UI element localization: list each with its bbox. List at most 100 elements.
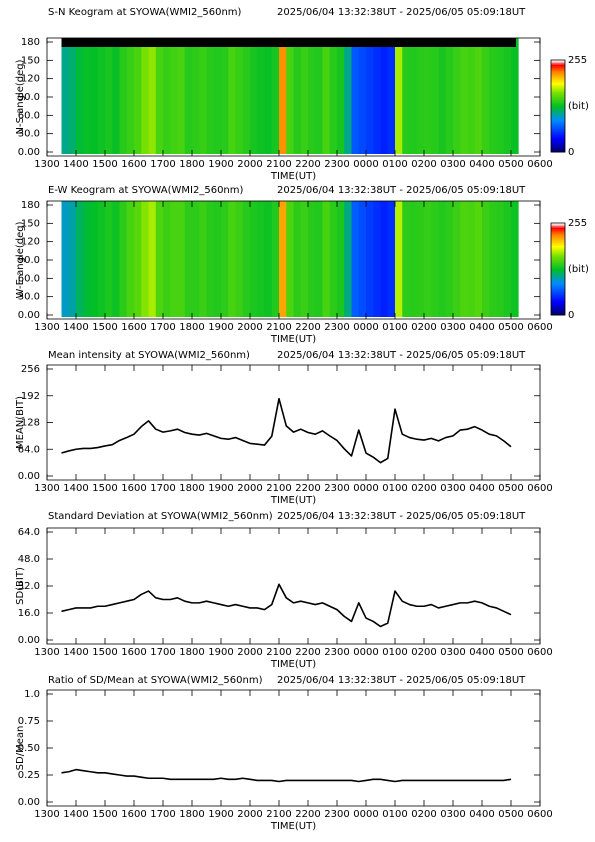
keogram-column (141, 201, 149, 317)
keogram-column (76, 201, 84, 317)
colorbar-swatch (551, 238, 565, 241)
y-axis-label: MEAN(BIT) (15, 396, 26, 449)
keogram-column (257, 38, 265, 154)
x-axis-label: TIME(UT) (270, 334, 316, 345)
colorbar-swatch (551, 148, 565, 151)
x-tick-label: 0000 (353, 809, 378, 820)
colorbar-swatch (551, 298, 565, 301)
colorbar-swatch (551, 264, 565, 267)
colorbar-swatch (551, 122, 565, 125)
keogram-column (228, 201, 236, 317)
data-line (61, 583, 512, 628)
keogram-column (228, 38, 236, 154)
colorbar-swatch (551, 272, 565, 275)
x-tick-label: 2300 (324, 809, 349, 820)
y-tick-label: 0.00 (18, 797, 40, 808)
keogram-column (279, 38, 287, 154)
keogram-column (242, 38, 251, 154)
colorbar-swatch (551, 288, 565, 291)
x-tick-label: 0400 (469, 159, 494, 170)
x-tick-label: 1800 (179, 159, 204, 170)
colorbar-swatch (551, 239, 565, 242)
x-tick-label: 1700 (150, 809, 175, 820)
keogram-column (250, 201, 258, 317)
x-tick-label: 0100 (382, 483, 407, 494)
x-tick-label: 0600 (527, 159, 552, 170)
keogram-column (271, 201, 280, 317)
y-tick-label: 150 (21, 218, 40, 229)
colorbar-swatch (551, 99, 565, 102)
keogram-column (155, 201, 164, 317)
colorbar-swatch (551, 223, 565, 226)
y-axis-label: SD(BIT) (15, 567, 26, 605)
x-tick-label: 1300 (34, 647, 59, 658)
x-tick-label: 0000 (353, 322, 378, 333)
colorbar-swatch (551, 129, 565, 132)
colorbar-frame (550, 59, 566, 153)
panel-time-range: 2025/06/04 13:32:38UT - 2025/06/05 05:09… (277, 185, 526, 196)
x-tick-label: 1900 (208, 159, 233, 170)
colorbar-swatch (551, 145, 565, 148)
colorbar-swatch (551, 121, 565, 124)
colorbar-tick-label: 255 (568, 55, 587, 66)
y-tick-label: 256 (21, 364, 40, 375)
keogram-column (358, 201, 367, 317)
y-tick-label: 30.0 (18, 292, 40, 303)
colorbar-swatch (551, 295, 565, 298)
colorbar-swatch (551, 141, 565, 144)
keogram-column (141, 38, 149, 154)
keogram-column (300, 201, 309, 317)
x-tick-label: 2100 (266, 483, 291, 494)
keogram-column (511, 38, 519, 154)
x-tick-label: 2200 (295, 159, 320, 170)
panel-time-range: 2025/06/04 13:32:38UT - 2025/06/05 05:09… (277, 675, 526, 686)
x-tick-label: 0100 (382, 322, 407, 333)
keogram-column (286, 201, 294, 317)
keogram-column (315, 38, 323, 154)
colorbar-swatch (551, 92, 565, 95)
colorbar-swatch (551, 63, 565, 66)
y-tick-label: 120 (21, 237, 40, 248)
x-tick-label: 0100 (382, 809, 407, 820)
x-axis-label: TIME(UT) (270, 821, 316, 832)
keogram-column (395, 201, 403, 317)
colorbar-swatch (551, 290, 565, 293)
keogram-column (134, 38, 142, 154)
colorbar-swatch (551, 236, 565, 239)
colorbar-swatch (551, 287, 565, 290)
keogram-column (402, 38, 410, 154)
colorbar-swatch (551, 81, 565, 84)
x-tick-label: 1500 (92, 322, 117, 333)
keogram-column (293, 38, 302, 154)
keogram-column (163, 201, 171, 317)
keogram-column (300, 38, 309, 154)
x-tick-label: 1800 (179, 483, 204, 494)
colorbar-swatch (551, 296, 565, 299)
x-tick-label: 0400 (469, 647, 494, 658)
colorbar-swatch (551, 106, 565, 109)
colorbar-swatch (551, 73, 565, 76)
colorbar-tick-label: 0 (568, 147, 574, 158)
colorbar-swatch (551, 262, 565, 265)
keogram-column (163, 38, 171, 154)
colorbar-swatch (551, 115, 565, 118)
y-tick-label: 60.0 (18, 110, 40, 121)
colorbar-swatch (551, 255, 565, 258)
colorbar-swatch (551, 118, 565, 121)
y-tick-label: 16.0 (18, 608, 40, 619)
colorbar-swatch (551, 79, 565, 82)
data-line (61, 397, 512, 464)
colorbar-swatch (551, 285, 565, 288)
colorbar-swatch (551, 93, 565, 96)
keogram-column (373, 201, 381, 317)
colorbar-swatch (551, 232, 565, 235)
colorbar-swatch (551, 299, 565, 302)
keogram-column (61, 201, 70, 317)
colorbar-swatch (551, 89, 565, 92)
keogram-column (213, 201, 222, 317)
x-tick-label: 0200 (411, 322, 436, 333)
keogram-column (76, 38, 84, 154)
keogram-column (373, 38, 381, 154)
x-tick-label: 0100 (382, 647, 407, 658)
colorbar-swatch (551, 247, 565, 250)
